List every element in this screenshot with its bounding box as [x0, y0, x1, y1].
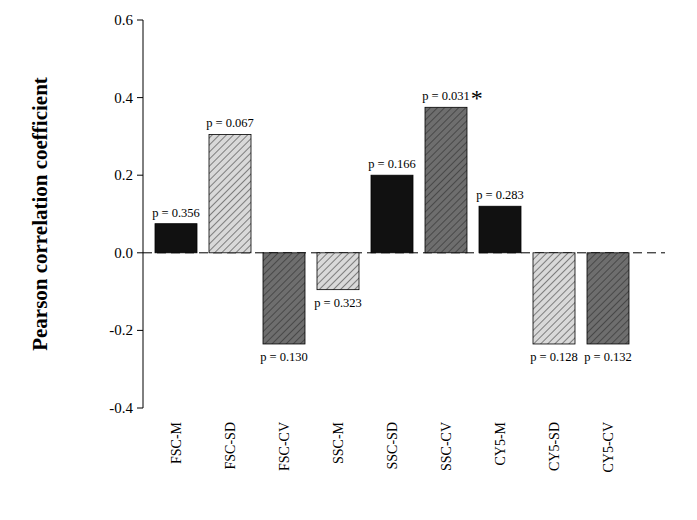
bar — [479, 206, 521, 253]
p-value: p = 0.067 — [206, 116, 254, 130]
p-value: p = 0.128 — [530, 350, 578, 364]
bar — [209, 134, 251, 252]
p-value: p = 0.130 — [260, 350, 308, 364]
x-tick-label: CY5-M — [493, 421, 508, 465]
y-tick — [137, 175, 143, 176]
x-tick-label: CY5-CV — [601, 422, 616, 473]
y-tick — [137, 408, 143, 409]
p-value: p = 0.031 — [422, 89, 470, 103]
y-tick — [137, 252, 143, 253]
bar — [587, 253, 629, 344]
x-tick-label: FSC-M — [169, 421, 184, 464]
y-tick-label: 0.6 — [114, 12, 133, 28]
y-tick-label: -0.2 — [109, 322, 133, 338]
x-tick-label: SSC-CV — [439, 422, 454, 471]
y-tick-label: 0.2 — [114, 167, 133, 183]
bar — [317, 253, 359, 290]
x-tick-label: FSC-CV — [277, 422, 292, 471]
bar — [425, 107, 467, 253]
y-axis-line — [143, 20, 144, 408]
bar — [263, 253, 305, 344]
chart: -0.4 -0.2 0.0 0.2 0.4 0.6 Pearson correlation … — [0, 0, 697, 520]
y-tick — [137, 20, 143, 21]
p-value: p = 0.166 — [368, 157, 416, 171]
x-tick-label: SSC-SD — [385, 422, 400, 469]
y-tick — [137, 97, 143, 98]
p-value: p = 0.283 — [476, 188, 524, 202]
x-tick-label: CY5-SD — [547, 422, 562, 471]
y-axis-label: Pearson correlation coefficient — [28, 77, 52, 351]
bar — [155, 224, 197, 253]
y-tick-label: 0.0 — [114, 245, 133, 261]
bar — [371, 175, 413, 253]
p-value: p = 0.356 — [152, 206, 200, 220]
x-tick-label: SSC-M — [331, 421, 346, 464]
x-tick-label: FSC-SD — [223, 422, 238, 469]
bar — [533, 253, 575, 344]
bars — [155, 107, 629, 344]
p-value: p = 0.132 — [584, 350, 632, 364]
y-tick-label: 0.4 — [114, 90, 133, 106]
y-tick-label: -0.4 — [109, 400, 133, 416]
y-tick — [137, 330, 143, 331]
p-value: p = 0.323 — [314, 296, 362, 310]
significance-marker: * — [471, 85, 483, 111]
